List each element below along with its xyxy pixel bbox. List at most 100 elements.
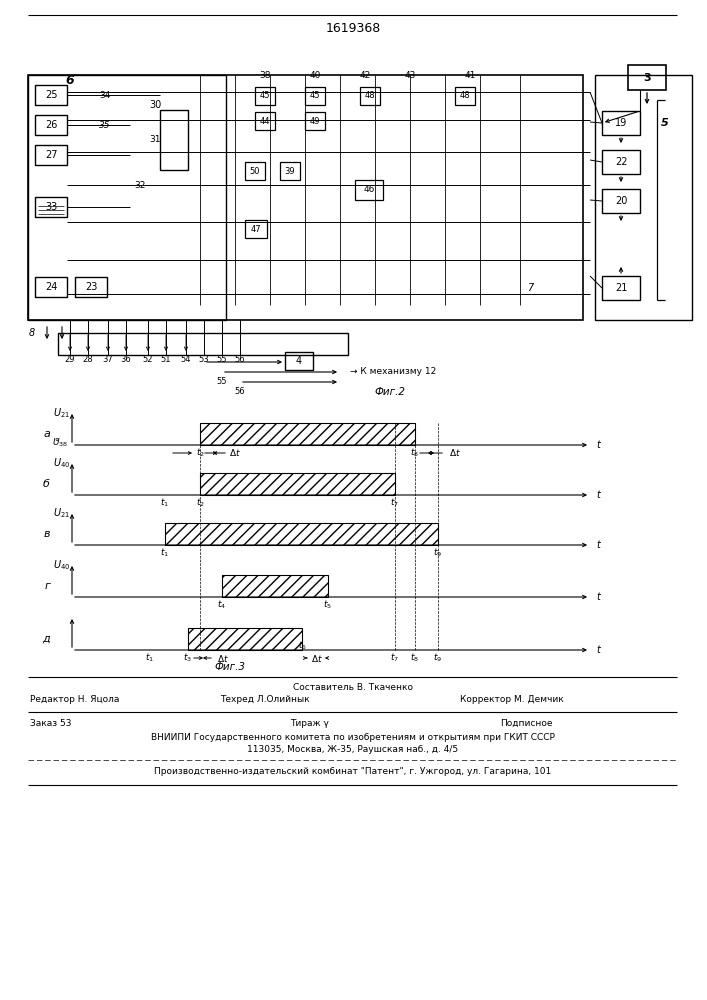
Bar (28, 75, 226, 320)
Bar (28, 75, 583, 320)
Bar (602, 276, 640, 300)
Bar (602, 189, 640, 213)
Text: Техред Л.Олийнык: Техред Л.Олийнык (220, 696, 310, 704)
Text: 45: 45 (310, 92, 320, 101)
Text: $t_1$: $t_1$ (160, 547, 170, 559)
Text: 7: 7 (527, 283, 533, 293)
Text: 33: 33 (45, 202, 57, 212)
Text: Тираж γ: Тираж γ (290, 718, 329, 728)
Text: $t_1$: $t_1$ (146, 652, 155, 664)
Text: $\Delta t$: $\Delta t$ (217, 652, 229, 664)
Bar (165, 523, 438, 545)
Text: 48: 48 (460, 92, 470, 101)
Text: в: в (44, 529, 50, 539)
Text: 31: 31 (149, 135, 160, 144)
Text: $t_7$: $t_7$ (390, 652, 399, 664)
Text: 19: 19 (615, 118, 627, 128)
Text: $U_{21}$: $U_{21}$ (53, 406, 70, 420)
Text: 20: 20 (615, 196, 627, 206)
Text: 56: 56 (235, 387, 245, 396)
Text: Заказ 53: Заказ 53 (30, 718, 71, 728)
Text: д: д (42, 634, 50, 644)
Bar (200, 423, 415, 445)
Text: 6: 6 (66, 74, 74, 87)
Text: 50: 50 (250, 166, 260, 176)
Text: 35: 35 (99, 120, 111, 129)
Text: 24: 24 (45, 282, 57, 292)
Bar (280, 162, 300, 180)
Bar (245, 220, 267, 238)
Text: 40: 40 (310, 70, 321, 80)
Text: а: а (43, 429, 50, 439)
Bar (75, 277, 107, 297)
Text: Составитель В. Ткаченко: Составитель В. Ткаченко (293, 682, 413, 692)
Text: $t_1$: $t_1$ (160, 497, 170, 509)
Text: 46: 46 (363, 186, 375, 194)
Text: 36: 36 (121, 355, 132, 363)
Text: 56: 56 (235, 355, 245, 363)
Text: Редактор Н. Яцола: Редактор Н. Яцола (30, 696, 119, 704)
Text: $\Delta t$: $\Delta t$ (311, 652, 323, 664)
Text: 55: 55 (217, 355, 227, 363)
Text: 27: 27 (45, 150, 57, 160)
Text: 25: 25 (45, 90, 57, 100)
Text: 39: 39 (285, 166, 296, 176)
Bar (595, 75, 692, 320)
Bar (35, 145, 67, 165)
Text: ВНИИПИ Государственного комитета по изобретениям и открытиям при ГКИТ СССР: ВНИИПИ Государственного комитета по изоб… (151, 732, 555, 742)
Text: 54: 54 (181, 355, 192, 363)
Text: t: t (596, 540, 600, 550)
Bar (35, 197, 67, 217)
Text: → К механизму 12: → К механизму 12 (350, 367, 436, 376)
Text: $\Delta t$: $\Delta t$ (229, 448, 241, 458)
Text: Подписное: Подписное (500, 718, 552, 728)
Text: Корректор М. Демчик: Корректор М. Демчик (460, 696, 563, 704)
Text: 34: 34 (99, 91, 111, 100)
Text: 45: 45 (259, 92, 270, 101)
Text: t: t (596, 645, 600, 655)
Bar (602, 111, 640, 135)
Bar (200, 473, 395, 495)
Bar (602, 150, 640, 174)
Bar (360, 87, 380, 105)
Text: 44: 44 (259, 116, 270, 125)
Text: $t_2$: $t_2$ (196, 497, 204, 509)
Text: 28: 28 (83, 355, 93, 363)
Text: 30: 30 (149, 100, 161, 110)
Text: $t_9$: $t_9$ (433, 547, 443, 559)
Bar (160, 110, 188, 170)
Text: Фиг.2: Фиг.2 (375, 387, 406, 397)
Text: Производственно-издательский комбинат "Патент", г. Ужгород, ул. Гагарина, 101: Производственно-издательский комбинат "П… (154, 768, 551, 776)
Text: $U_{38}$: $U_{38}$ (52, 437, 68, 449)
Text: 4: 4 (296, 356, 302, 366)
Text: 48: 48 (365, 92, 375, 101)
Text: $t_8$: $t_8$ (411, 447, 419, 459)
Text: °: ° (54, 438, 58, 448)
Text: $t_6$: $t_6$ (298, 640, 306, 652)
Bar (305, 87, 325, 105)
Text: 37: 37 (103, 355, 113, 363)
Bar (255, 112, 275, 130)
Text: $t_8$: $t_8$ (411, 652, 419, 664)
Text: $U_{40}$: $U_{40}$ (52, 456, 70, 470)
Bar (245, 162, 265, 180)
Text: 22: 22 (615, 157, 627, 167)
Text: г: г (44, 581, 50, 591)
Text: 43: 43 (404, 70, 416, 80)
Bar (35, 277, 67, 297)
Bar (285, 352, 313, 370)
Text: t: t (596, 490, 600, 500)
Text: 41: 41 (464, 70, 476, 80)
Text: $t_3$: $t_3$ (184, 652, 192, 664)
Text: 29: 29 (65, 355, 75, 363)
Bar (35, 85, 67, 105)
Bar (188, 628, 302, 650)
Text: t: t (596, 440, 600, 450)
Text: 5: 5 (661, 118, 669, 128)
Text: 55: 55 (217, 377, 227, 386)
Text: б: б (43, 479, 50, 489)
Bar (222, 575, 328, 597)
Bar (305, 112, 325, 130)
Text: 51: 51 (160, 355, 171, 363)
Text: 38: 38 (259, 70, 271, 80)
